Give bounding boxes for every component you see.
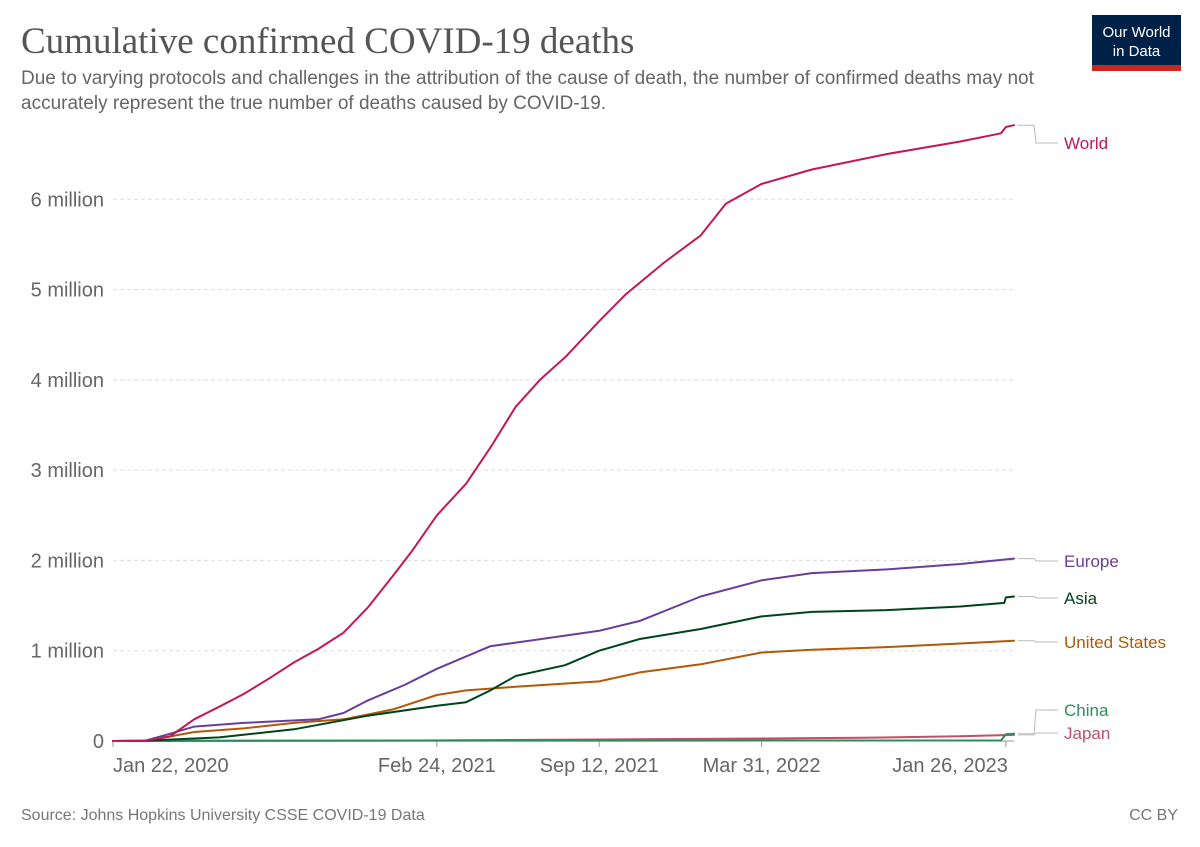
x-tick-label: Sep 12, 2021	[540, 755, 659, 777]
y-axis-ticks: 0 1 million 2 million 3 million 4 million 5 m…	[31, 189, 104, 753]
x-axis: Jan 22, 2020 Feb 24, 2021 Sep 12, 2021 Mar …	[112, 740, 1014, 777]
y-tick-label: 0	[93, 731, 104, 753]
y-tick-label: 4 million	[31, 370, 104, 392]
chart-subtitle: Due to varying protocols and challenges …	[21, 68, 1034, 114]
x-tick-label: Mar 31, 2022	[703, 755, 821, 777]
y-tick-label: 2 million	[31, 550, 104, 572]
source-note[interactable]: Source: Johns Hopkins University CSSE CO…	[21, 807, 425, 824]
label-connector	[1018, 558, 1058, 562]
label-connector	[1018, 640, 1058, 643]
y-tick-label: 1 million	[31, 641, 104, 663]
x-tick-label: Jan 22, 2020	[113, 755, 229, 777]
series-label-united-states[interactable]: United States	[1064, 633, 1166, 652]
x-tick-label: Jan 26, 2023	[892, 755, 1008, 777]
gridlines	[113, 198, 1014, 652]
y-tick-label: 3 million	[31, 460, 104, 482]
label-connector	[1018, 709, 1058, 735]
series-label-asia[interactable]: Asia	[1064, 589, 1098, 608]
label-connector	[1018, 732, 1058, 736]
series-label-japan[interactable]: Japan	[1064, 724, 1110, 743]
series-line-europe[interactable]	[112, 557, 1015, 742]
owid-logo[interactable]: Our World in Data	[1092, 15, 1181, 71]
series-line-united-states[interactable]	[112, 639, 1015, 742]
series-lines	[112, 124, 1015, 742]
y-tick-label: 6 million	[31, 189, 104, 211]
chart-title: Cumulative confirmed COVID-19 deaths	[21, 21, 635, 62]
series-label-europe[interactable]: Europe	[1064, 552, 1119, 571]
label-connector	[1018, 596, 1058, 599]
series-line-world[interactable]	[112, 124, 1015, 742]
y-tick-label: 5 million	[31, 280, 104, 302]
series-line-asia[interactable]	[112, 595, 1015, 742]
license-note[interactable]: CC BY	[1129, 807, 1178, 824]
series-label-china[interactable]: China	[1064, 701, 1109, 720]
label-connector	[1018, 124, 1058, 144]
logo-line-1: Our World	[1102, 24, 1171, 41]
series-end-labels: World Europe Asia United States China Japan	[1018, 124, 1166, 743]
logo-line-2: in Data	[1112, 43, 1161, 60]
series-label-world[interactable]: World	[1064, 134, 1108, 153]
x-tick-label: Feb 24, 2021	[378, 755, 496, 777]
